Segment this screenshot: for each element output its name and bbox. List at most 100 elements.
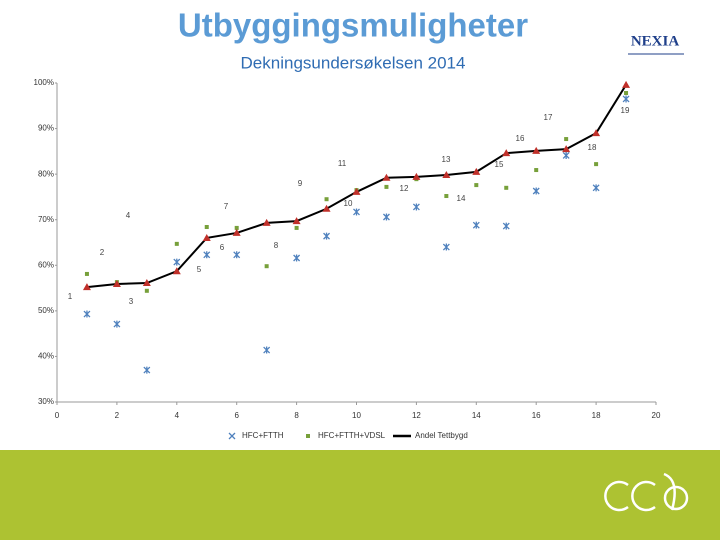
x-tick-label: 8 [294,411,299,420]
triangle-marker [382,173,391,181]
square-marker [444,194,449,199]
title: Utbyggingsmuligheter [178,7,528,44]
point-label: 8 [274,241,279,250]
star-marker [263,346,271,354]
star-marker [143,366,151,374]
square-marker [474,183,479,188]
logo: NEXIA [631,33,680,49]
triangle-marker [292,217,301,225]
triangle-marker [502,149,511,157]
star-marker [532,187,540,195]
x-tick-label: 12 [412,411,421,420]
star-marker [233,251,241,259]
y-tick-label: 30% [38,397,54,406]
star-marker [382,213,390,221]
point-label: 17 [544,113,553,122]
point-label: 1 [68,292,73,301]
star-marker [592,184,600,192]
square-marker [174,241,179,246]
y-tick-label: 70% [38,215,54,224]
point-label: 9 [298,179,303,188]
legend-marker [306,434,310,438]
legend-marker [228,432,236,440]
square-marker [264,264,269,269]
y-tick-label: 90% [38,124,54,133]
point-label: 19 [621,106,630,115]
x-tick-label: 14 [472,411,481,420]
square-marker [504,185,509,190]
square-marker [324,197,329,202]
legend-label: Andel Tettbygd [415,431,468,440]
legend-label: HFC+FTTH+VDSL [318,431,386,440]
star-marker [562,151,570,159]
logo-box [624,30,686,62]
footer-band [0,450,720,540]
y-tick-label: 40% [38,352,54,361]
x-tick-label: 4 [175,411,180,420]
triangle-marker [622,80,631,88]
star-marker [323,232,331,240]
triangle-marker [232,228,241,236]
y-tick-label: 80% [38,169,54,178]
point-label: 14 [457,194,466,203]
star-marker [412,203,420,211]
point-label: 11 [338,159,347,168]
triangle-marker [562,145,571,153]
star-marker [113,320,121,328]
square-marker [534,168,539,173]
square-marker [204,225,209,230]
point-label: 4 [126,211,131,220]
y-tick-label: 100% [34,78,54,87]
star-marker [293,254,301,262]
star-marker [203,251,211,259]
triangle-marker [82,283,91,291]
star-marker [442,243,450,251]
point-label: 18 [588,143,597,152]
square-marker [594,162,599,167]
square-marker [564,137,569,142]
star-marker [173,258,181,266]
triangle-marker [142,279,151,287]
triangle-marker [412,172,421,180]
triangle-marker [352,187,361,195]
point-label: 6 [220,243,225,252]
point-label: 10 [344,199,353,208]
x-tick-label: 0 [55,411,60,420]
triangle-marker [442,171,451,179]
star-marker [472,221,480,229]
square-marker [294,225,299,230]
triangle-marker [202,233,211,241]
x-tick-label: 16 [532,411,541,420]
star-marker [353,208,360,216]
legend-label: HFC+FTTH [242,431,284,440]
triangle-marker [592,129,601,137]
square-marker [624,91,629,96]
point-label: 2 [100,248,105,257]
triangle-marker [472,167,481,175]
star-marker [622,95,630,103]
square-marker [84,271,89,276]
x-tick-label: 6 [234,411,239,420]
point-label: 5 [197,265,202,274]
y-tick-label: 50% [38,306,54,315]
triangle-marker [532,146,541,154]
star-marker [502,222,510,230]
footer-logo [604,472,689,512]
triangle-marker [262,218,271,226]
x-tick-label: 18 [592,411,601,420]
triangle-marker [172,267,181,275]
point-label: 7 [224,202,229,211]
triangle-marker [112,279,121,287]
point-label: 12 [400,184,409,193]
square-marker [384,184,389,189]
point-label: 13 [442,155,451,164]
x-tick-label: 10 [352,411,361,420]
triangle-marker [322,204,331,212]
star-marker [83,310,91,318]
x-tick-label: 2 [115,411,120,420]
y-tick-label: 60% [38,260,54,269]
point-label: 3 [129,297,134,306]
square-marker [234,225,239,230]
